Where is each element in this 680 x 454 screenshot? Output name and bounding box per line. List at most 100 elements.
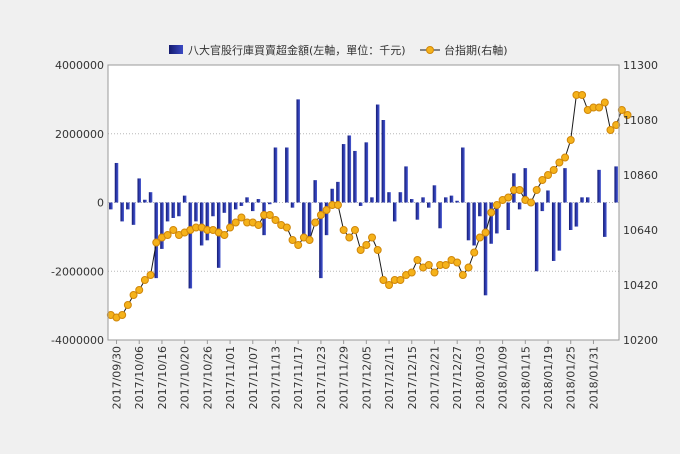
line-point [458,271,467,279]
line-point [294,241,303,249]
line-point [356,246,365,254]
line-point [470,248,479,257]
bar [137,178,141,203]
x-tick-label: 2017/11/07 [247,346,260,409]
bar [171,202,176,218]
line-point [129,291,138,299]
line-point [231,218,240,227]
line-point [481,228,490,237]
legend: 八大官股行庫買賣超金額(左軸，單位：千元) 台指期(右軸) [169,43,508,57]
line-point [606,126,615,134]
bar [381,120,386,203]
line-point [396,276,405,284]
legend-bar-label: 八大官股行庫買賣超金額(左軸，單位：千元) [188,43,406,57]
bar [523,168,528,203]
x-tick-label: 2018/01/25 [565,346,578,409]
line-point [407,268,416,277]
bar [534,202,539,272]
bar [347,135,352,203]
x-tick-label: 2017/11/13 [269,346,282,409]
bar [540,202,545,212]
bar [302,202,306,236]
line-point [288,236,297,244]
bar [336,181,340,203]
bar [466,202,471,241]
line-point [282,223,291,232]
line-point [549,166,558,174]
bar [307,202,312,243]
bar [120,202,124,222]
bar [126,202,130,210]
bar [563,168,567,203]
x-tick-label: 2017/12/15 [406,346,419,409]
line-point [226,223,235,232]
bar [233,202,238,210]
line-point [430,268,439,277]
line-point [135,286,144,294]
x-tick-label: 2017/11/01 [224,346,237,409]
line-point [487,208,496,217]
line-point [271,216,280,224]
bar [165,202,170,222]
x-tick-label: 2018/01/15 [519,346,532,409]
legend-line-marker [426,46,434,54]
bar [387,192,391,203]
x-tick-label: 2017/10/16 [156,346,169,409]
bar [290,202,295,208]
bar [330,188,335,203]
plot-border [107,64,620,341]
right-tick-label: 10640 [623,224,658,237]
left-tick-label: -2000000 [51,265,104,278]
line-point [385,281,394,289]
bar [194,202,198,222]
bar [597,169,601,203]
right-tick-label: 11080 [623,114,658,127]
bar [205,202,210,241]
line-point [544,171,553,179]
line-point [140,276,149,284]
bar [427,202,431,208]
legend-line-label: 台指期(右軸) [444,43,508,57]
line-point [339,226,348,234]
bar [222,202,227,213]
bar [177,202,181,217]
line-series [106,91,632,322]
line-point [152,238,161,247]
right-tick-label: 10200 [623,334,658,347]
x-tick-label: 2017/12/27 [451,346,464,409]
left-tick-label: 2000000 [55,128,104,141]
bar [268,202,272,205]
line-point [311,218,320,227]
bar [324,202,329,236]
line-point [220,231,229,239]
line-point [600,98,609,107]
bar [455,200,459,203]
line-point [617,106,626,114]
line-point [345,233,354,242]
bar [478,202,482,217]
x-tick-label: 2018/01/19 [542,346,555,409]
line-point [362,241,371,249]
bar [517,202,522,210]
line-point [316,211,325,219]
bar [375,104,380,203]
bar [211,202,215,217]
legend-bar-swatch [169,45,183,54]
bar [313,180,317,203]
bar [557,202,562,251]
bar [245,197,249,203]
line-point [123,301,132,309]
bar [489,202,494,244]
bar [461,147,465,203]
bar [114,162,119,203]
line-point [373,246,382,254]
bar [415,202,420,220]
x-tick-label: 2017/12/11 [383,346,396,409]
line-point [424,261,433,269]
right-tick-label: 10420 [623,279,658,292]
right-tick-label: 10860 [623,169,658,182]
line-point [623,111,632,119]
bar [421,197,425,203]
bar [341,144,346,203]
